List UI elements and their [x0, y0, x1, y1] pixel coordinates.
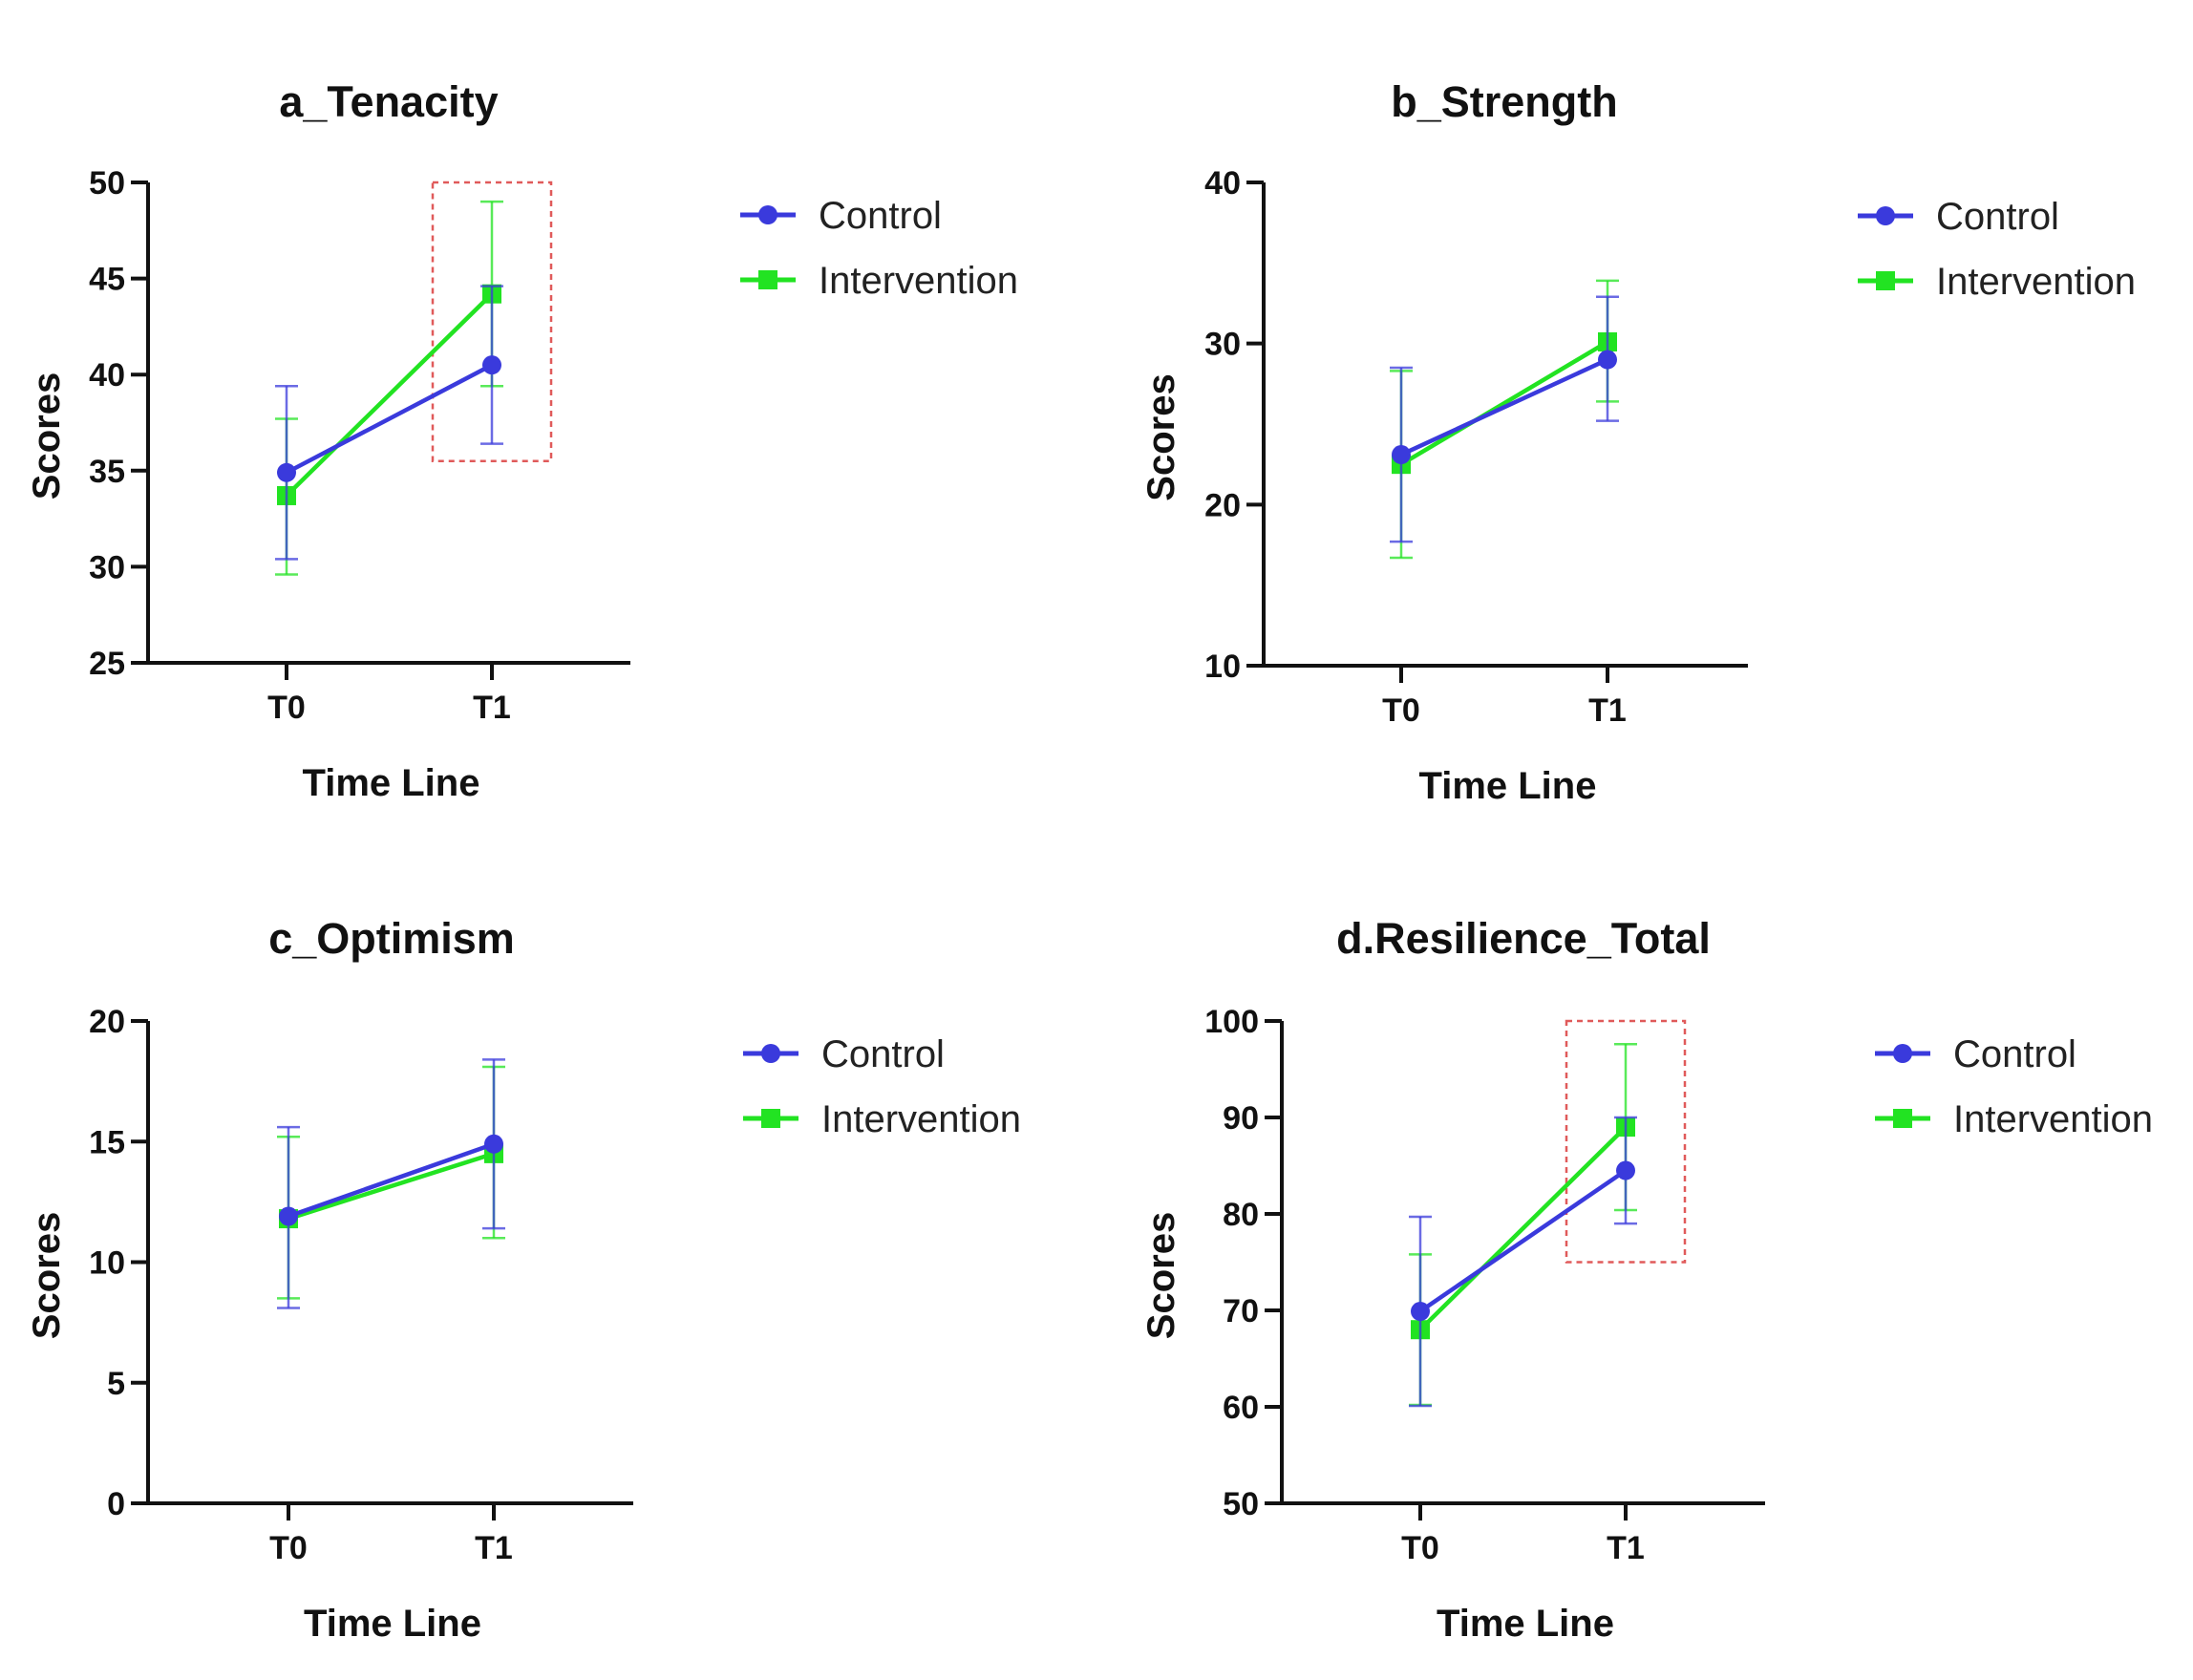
x-axis-label: Time Line: [304, 1603, 481, 1645]
y-axis-label: Scores: [26, 372, 68, 500]
data-point: [1616, 1160, 1635, 1180]
legend-item: Control: [740, 195, 942, 237]
x-tick-label: T1: [475, 1530, 513, 1566]
data-point: [1392, 445, 1411, 465]
series-line: [285, 292, 494, 498]
legend-marker: [1876, 206, 1895, 225]
x-tick-label: T1: [473, 690, 511, 726]
legend: Control Intervention: [1875, 1033, 2153, 1140]
legend: Control Intervention: [740, 195, 1018, 302]
y-tick-label: 20: [1204, 487, 1241, 523]
series-intervention: [1409, 1042, 1637, 1407]
legend-item: Control: [743, 1033, 945, 1075]
x-tick-label: T0: [269, 1530, 308, 1566]
y-tick-label: 45: [89, 262, 125, 298]
y-tick-label: 20: [89, 1004, 125, 1040]
series-intervention: [275, 200, 503, 576]
y-tick-label: 50: [1223, 1486, 1259, 1522]
y-tick-label: 5: [107, 1366, 125, 1402]
data-point: [484, 1134, 503, 1154]
legend-marker: [758, 205, 777, 224]
legend: Control Intervention: [743, 1033, 1021, 1140]
series-line: [287, 1141, 495, 1219]
series-control: [1390, 295, 1619, 543]
legend-label: Control: [1953, 1033, 2076, 1075]
chart-panel-2: b_Strength 10 20 30 40 T0 T1 Time Line Scores Con…: [1140, 77, 2136, 807]
x-axis-label: Time Line: [303, 762, 480, 804]
legend-item: Control: [1858, 196, 2059, 238]
legend-item: Intervention: [743, 1098, 1021, 1140]
legend-label: Intervention: [819, 260, 1018, 302]
chart-panel-3: c_Optimism 0 5 10 15 20 T0 T1 Time Line Scores Con…: [26, 914, 1021, 1645]
y-tick-label: 80: [1223, 1197, 1259, 1233]
y-tick-label: 0: [107, 1486, 125, 1522]
legend-label: Intervention: [1953, 1098, 2153, 1140]
legend-label: Control: [821, 1033, 945, 1075]
chart-panel-4: d.Resilience_Total 50 60 70 80 90 100 T0 T1 Time …: [1140, 914, 2153, 1645]
data-point: [1411, 1302, 1430, 1322]
series-line: [285, 363, 494, 475]
legend-marker: [761, 1109, 780, 1128]
x-tick-label: T1: [1588, 692, 1627, 729]
series-line: [1400, 357, 1608, 457]
series-line: [1399, 340, 1609, 467]
chart-title: b_Strength: [1391, 77, 1618, 126]
x-tick-label: T0: [1401, 1530, 1439, 1566]
data-point: [279, 1206, 298, 1226]
chart-title: c_Optimism: [268, 914, 515, 963]
y-axis-label: Scores: [1140, 373, 1182, 500]
chart-title: a_Tenacity: [279, 77, 498, 126]
y-tick-label: 25: [89, 646, 125, 682]
chart-title: d.Resilience_Total: [1336, 914, 1711, 963]
y-tick-label: 40: [1204, 165, 1241, 202]
y-tick-label: 50: [89, 165, 125, 202]
legend-marker: [758, 270, 777, 289]
series-line: [1418, 1125, 1628, 1331]
x-tick-label: T0: [267, 690, 306, 726]
series-control: [277, 1058, 505, 1309]
legend-item: Control: [1875, 1033, 2076, 1075]
data-point: [1598, 350, 1617, 370]
y-tick-label: 40: [89, 357, 125, 393]
series-intervention: [1390, 279, 1619, 560]
data-point: [482, 355, 501, 375]
legend-marker: [761, 1044, 780, 1063]
highlight-box: [431, 181, 553, 462]
y-axis-label: Scores: [26, 1212, 68, 1339]
x-axis-label: Time Line: [1437, 1603, 1614, 1645]
y-tick-label: 100: [1204, 1004, 1259, 1040]
x-axis-label: Time Line: [1419, 765, 1597, 807]
series-control: [275, 285, 503, 561]
y-tick-label: 30: [89, 549, 125, 585]
legend-marker: [1876, 271, 1895, 290]
y-tick-label: 15: [89, 1124, 125, 1160]
series-intervention: [277, 1065, 505, 1300]
legend-item: Intervention: [1875, 1098, 2153, 1140]
y-axis-label: Scores: [1140, 1212, 1182, 1339]
legend-marker: [1893, 1109, 1912, 1128]
y-tick-label: 35: [89, 454, 125, 490]
y-tick-label: 70: [1223, 1293, 1259, 1329]
legend-label: Intervention: [1936, 261, 2136, 303]
series-control: [1409, 1116, 1637, 1408]
y-tick-label: 10: [89, 1245, 125, 1282]
x-tick-label: T0: [1382, 692, 1420, 729]
chart-panel-1: a_Tenacity 25 30 35 40 45 50 T0 T1 Time Line Score…: [26, 77, 1018, 804]
legend-label: Control: [819, 195, 942, 237]
legend-label: Control: [1936, 196, 2059, 238]
legend: Control Intervention: [1858, 196, 2136, 303]
legend-item: Intervention: [740, 260, 1018, 302]
legend-item: Intervention: [1858, 261, 2136, 303]
legend-marker: [1893, 1044, 1912, 1063]
legend-label: Intervention: [821, 1098, 1021, 1140]
data-point: [277, 462, 296, 482]
y-tick-label: 90: [1223, 1100, 1259, 1137]
y-tick-label: 10: [1204, 649, 1241, 685]
series-line: [1418, 1168, 1628, 1313]
series-line: [287, 1151, 495, 1222]
y-tick-label: 30: [1204, 327, 1241, 363]
y-tick-label: 60: [1223, 1390, 1259, 1426]
x-tick-label: T1: [1607, 1530, 1645, 1566]
